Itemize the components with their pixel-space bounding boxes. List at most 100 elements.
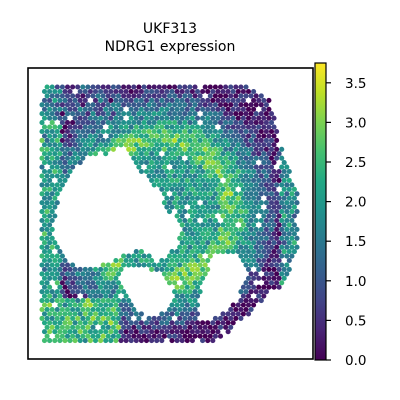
expression-spot	[245, 88, 252, 95]
expression-spot	[184, 222, 190, 228]
expression-spot	[154, 124, 160, 130]
expression-spot	[77, 106, 83, 112]
expression-spot	[240, 284, 246, 290]
expression-spot	[115, 262, 122, 268]
expression-spot	[57, 284, 63, 290]
expression-spot	[253, 289, 259, 295]
expression-spot	[52, 97, 58, 103]
expression-spot	[238, 298, 244, 304]
expression-spot	[248, 146, 254, 152]
expression-spot	[197, 155, 203, 161]
expression-spot	[284, 182, 290, 188]
expression-spot	[75, 128, 81, 135]
expression-spot	[174, 249, 180, 255]
expression-spot	[77, 302, 83, 308]
expression-spot	[240, 177, 246, 183]
expression-spot	[85, 84, 91, 90]
expression-spot	[126, 298, 132, 304]
expression-spot	[85, 333, 91, 339]
expression-spot	[151, 137, 157, 143]
expression-spot	[197, 102, 203, 108]
expression-spot	[182, 146, 188, 152]
expression-spot	[151, 84, 157, 90]
expression-spot	[276, 266, 282, 272]
expression-spot	[243, 289, 249, 295]
expression-spot	[228, 315, 234, 321]
expression-spot	[212, 120, 218, 126]
expression-spot	[113, 275, 119, 281]
expression-spot	[279, 200, 285, 206]
expression-spot	[87, 266, 93, 272]
expression-spot	[54, 315, 60, 321]
expression-spot	[268, 146, 275, 152]
expression-spot	[62, 160, 68, 166]
expression-spot	[177, 173, 183, 179]
expression-spot	[200, 186, 206, 192]
expression-spot	[251, 284, 257, 290]
expression-spot	[123, 293, 129, 299]
expression-spot	[189, 124, 195, 130]
expression-spot	[98, 284, 104, 290]
expression-spot	[49, 128, 55, 135]
expression-spot	[192, 84, 198, 90]
expression-spot	[146, 102, 152, 108]
expression-spot	[217, 102, 224, 108]
expression-spot	[230, 124, 236, 130]
expression-spot	[62, 168, 68, 175]
expression-spot	[164, 115, 170, 121]
expression-spot	[263, 200, 269, 206]
expression-spot	[197, 324, 203, 330]
expression-spot	[266, 204, 272, 210]
expression-spot	[248, 271, 254, 277]
expression-spot	[256, 177, 262, 183]
expression-spot	[174, 257, 180, 264]
expression-spot	[44, 324, 50, 330]
expression-spot	[220, 320, 226, 326]
expression-spot	[245, 222, 252, 228]
expression-spot	[184, 133, 190, 139]
expression-spot	[164, 186, 170, 192]
expression-spot	[205, 168, 211, 175]
expression-spot	[194, 329, 201, 335]
expression-spot	[235, 231, 241, 237]
expression-spot	[266, 222, 272, 228]
expression-spot	[284, 253, 290, 259]
expression-spot	[189, 231, 195, 237]
expression-spot	[230, 142, 236, 148]
expression-spot	[138, 168, 144, 175]
expression-spot	[64, 146, 71, 152]
expression-spot	[284, 164, 290, 170]
expression-spot	[289, 217, 295, 224]
expression-spot	[238, 137, 244, 143]
expression-spot	[217, 84, 224, 90]
expression-spot	[179, 249, 185, 255]
expression-spot	[82, 311, 88, 317]
expression-spot	[41, 213, 48, 219]
expression-spot	[233, 164, 239, 170]
expression-spot	[258, 120, 264, 126]
expression-spot	[133, 115, 139, 121]
expression-spot	[172, 155, 178, 161]
expression-spot	[44, 298, 50, 304]
expression-spot	[67, 293, 73, 299]
expression-spot	[225, 177, 231, 183]
expression-spot	[238, 111, 244, 117]
expression-spot	[131, 120, 137, 126]
expression-spot	[161, 182, 167, 188]
expression-spot	[82, 275, 88, 281]
expression-spot	[220, 88, 226, 95]
expression-spot	[251, 88, 257, 95]
expression-spot	[284, 217, 290, 224]
expression-spot	[123, 311, 129, 317]
expression-spot	[39, 155, 45, 161]
expression-spot	[187, 209, 193, 215]
expression-spot	[126, 146, 132, 152]
expression-spot	[225, 97, 231, 103]
expression-spot	[72, 293, 78, 299]
expression-spot	[235, 240, 241, 246]
expression-spot	[47, 275, 53, 281]
expression-spot	[136, 253, 142, 259]
expression-spot	[187, 173, 193, 179]
expression-spot	[271, 142, 277, 148]
expression-spot	[217, 244, 224, 250]
